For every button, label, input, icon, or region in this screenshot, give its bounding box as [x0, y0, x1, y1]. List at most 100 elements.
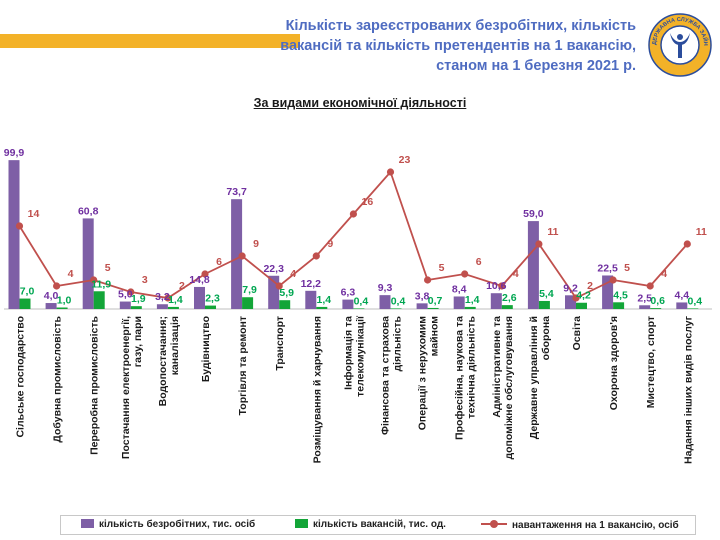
category-label: Охорона здоров'я: [608, 316, 620, 410]
title-line-1: Кількість зареєстрованих безробітних, кі…: [285, 18, 636, 34]
label-load: 2: [179, 280, 185, 292]
label-vacancies: 0,4: [354, 295, 369, 307]
bar-vacancies: [650, 308, 662, 309]
legend-swatch-load: [481, 519, 507, 529]
chart-subtitle: За видами економічної діяльності: [253, 96, 467, 110]
label-unemployed: 10,6: [486, 280, 507, 292]
category-label-line: Інформація та: [342, 316, 354, 390]
bar-unemployed: [119, 301, 131, 309]
label-unemployed: 9,3: [378, 282, 393, 294]
load-marker: [312, 252, 320, 260]
label-load: 11: [547, 226, 558, 238]
category-label-line: Мистецтво, спорт: [645, 316, 657, 408]
label-vacancies: 0,6: [650, 295, 665, 307]
category-label-line: Розміщування й харчування: [311, 316, 323, 463]
category-label-line: Добувна промисловість: [52, 315, 64, 442]
header-accent-band: [0, 34, 300, 48]
label-unemployed: 99,9: [4, 147, 25, 159]
bar-vacancies: [130, 306, 142, 309]
label-unemployed: 4,0: [44, 290, 59, 302]
category-label-line: Професійна, наукова та: [454, 316, 466, 440]
load-marker: [572, 294, 580, 302]
bar-unemployed: [453, 296, 465, 309]
category-label-line: Надання інших видів послуг: [682, 315, 694, 464]
label-unemployed: 22,5: [597, 262, 618, 274]
label-load: 2: [587, 280, 593, 292]
chart-area: 99,97,0144,01,0460,811,955,01,933,21,421…: [4, 147, 712, 464]
load-marker: [90, 276, 98, 284]
load-marker: [498, 282, 506, 290]
bar-vacancies: [242, 297, 254, 309]
label-load: 14: [28, 208, 40, 220]
legend-label-unemployed: кількість безробітних, тис. осіб: [99, 519, 256, 530]
category-label-line: Водопостачання;: [157, 316, 169, 406]
label-vacancies: 1,9: [131, 293, 146, 305]
bar-vacancies: [279, 300, 291, 309]
category-label-line: технічна діяльність: [466, 315, 478, 418]
label-vacancies: 4,5: [613, 289, 628, 301]
label-vacancies: 7,0: [20, 286, 35, 298]
bar-vacancies: [19, 298, 31, 309]
legend-swatch-vacancies: [295, 519, 308, 528]
label-vacancies: 1,0: [57, 295, 72, 307]
category-label-line: Освіта: [571, 316, 583, 351]
label-unemployed: 3,2: [155, 291, 170, 303]
title-line-3: станом на 1 березня 2021 р.: [436, 58, 636, 74]
load-marker: [238, 252, 246, 260]
category-label: Переробна промисловість: [89, 315, 101, 454]
label-vacancies: 0,4: [687, 295, 702, 307]
label-load: 6: [476, 256, 482, 268]
label-vacancies: 5,9: [279, 287, 294, 299]
load-marker: [201, 270, 209, 278]
legend-label-load: навантаження на 1 вакансію, осіб: [512, 520, 679, 531]
bar-unemployed: [8, 160, 20, 309]
bar-vacancies: [316, 306, 328, 309]
legend-label-vacancies: кількість вакансій, тис. од.: [313, 519, 446, 530]
bar-unemployed: [565, 295, 576, 309]
label-unemployed: 5,0: [118, 289, 133, 301]
load-marker: [683, 240, 691, 248]
bar-unemployed: [639, 305, 651, 309]
category-label: Інформація та телекомунікації: [342, 315, 366, 397]
category-label-line: Будівництво: [200, 316, 212, 382]
bar-unemployed: [379, 295, 391, 309]
legend-item-load: навантаження на 1 вакансію, осіб: [481, 519, 679, 531]
load-marker: [275, 282, 283, 290]
bar-unemployed: [602, 275, 614, 309]
label-unemployed: 4,4: [674, 289, 689, 301]
category-label-line: телекомунікації: [354, 315, 366, 397]
bar-unemployed: [231, 199, 243, 309]
label-vacancies: 0,4: [391, 295, 406, 307]
label-unemployed: 8,4: [452, 283, 467, 295]
label-vacancies: 1,4: [316, 294, 331, 306]
label-load: 9: [327, 238, 333, 250]
category-label: Професійна, наукова та технічна діяльніст…: [454, 315, 478, 440]
category-label-line: Охорона здоров'я: [608, 316, 620, 410]
bar-vacancies: [576, 302, 587, 309]
label-unemployed: 59,0: [523, 208, 544, 220]
label-load: 4: [513, 268, 519, 280]
load-marker: [164, 294, 172, 302]
label-vacancies: 2,3: [205, 293, 220, 305]
label-load: 5: [439, 262, 445, 274]
category-label: Розміщування й харчування: [311, 316, 323, 463]
bar-unemployed: [527, 221, 539, 309]
label-unemployed: 22,3: [263, 263, 284, 275]
category-label-line: газу, пари: [132, 316, 144, 367]
label-vacancies: 4,2: [576, 290, 591, 302]
category-label: Сільське господарство: [15, 316, 27, 438]
category-label-line: Операції з нерухомим: [417, 316, 429, 430]
category-label-line: каналізація: [169, 316, 181, 375]
category-label-line: Переробна промисловість: [89, 315, 101, 454]
bar-unemployed: [194, 286, 205, 309]
bar-vacancies: [93, 291, 105, 309]
label-unemployed: 9,2: [563, 282, 578, 294]
category-label: Адміністративне та допоміжне обслуговуван…: [491, 316, 515, 460]
bar-unemployed: [82, 218, 94, 309]
label-unemployed: 14,8: [189, 274, 210, 286]
label-load: 23: [399, 154, 411, 166]
bar-unemployed: [45, 303, 57, 309]
label-load: 5: [105, 262, 111, 274]
category-label: Операції з нерухомим майном: [417, 316, 441, 430]
bar-vacancies: [538, 300, 550, 309]
